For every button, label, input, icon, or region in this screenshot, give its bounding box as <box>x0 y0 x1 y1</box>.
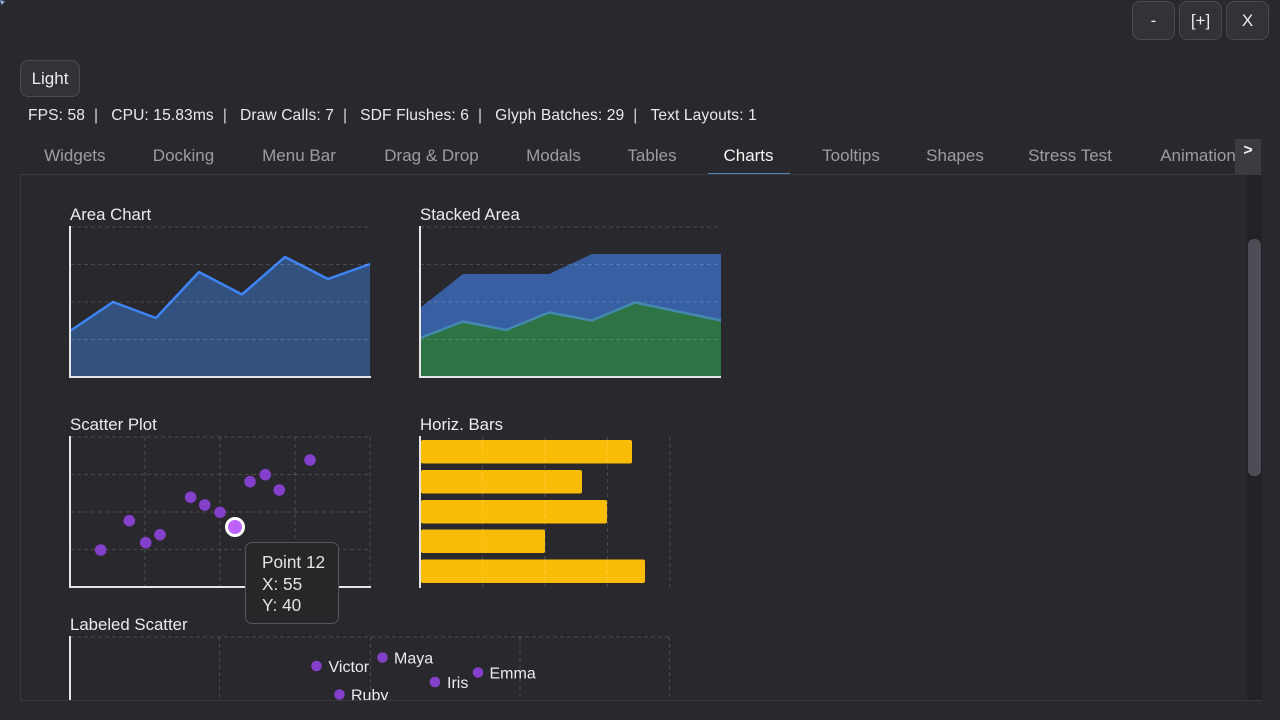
svg-text:Emma: Emma <box>490 666 536 683</box>
svg-text:Ruby: Ruby <box>351 688 388 705</box>
svg-text:Iris: Iris <box>447 675 468 692</box>
svg-text:Victor: Victor <box>329 659 370 676</box>
svg-text:Maya: Maya <box>394 651 433 668</box>
